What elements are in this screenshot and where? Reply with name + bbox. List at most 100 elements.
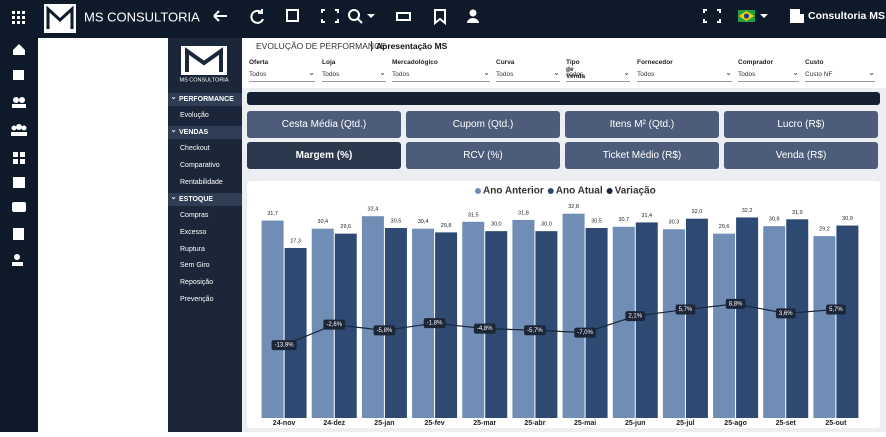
- nav-item[interactable]: Comparativo: [180, 161, 220, 169]
- nav-logo: MS CONSULTORIA: [180, 46, 229, 83]
- nav-item[interactable]: Rentabilidade: [180, 178, 223, 186]
- chevron: ⌄: [792, 68, 799, 77]
- page-title: EVOLUÇÃO DE PERFORMANCE: [256, 41, 386, 51]
- filter-dropdown[interactable]: Todos ⌄: [637, 68, 732, 82]
- help-user-icon[interactable]: [12, 254, 23, 266]
- filter-label: Fornecedor: [637, 59, 673, 66]
- video-icon[interactable]: [12, 202, 26, 212]
- library-icon[interactable]: [13, 228, 24, 240]
- line-value-label: 2,1%: [625, 311, 646, 322]
- nav-section[interactable]: ⌄ PERFORMANCE: [168, 93, 242, 106]
- user-help-icon[interactable]: [467, 9, 479, 24]
- calendar-icon[interactable]: [286, 9, 299, 22]
- refresh-icon[interactable]: [250, 9, 264, 24]
- line-value-box: [524, 325, 546, 336]
- nav-item[interactable]: Evolução: [180, 112, 209, 119]
- nav-section[interactable]: ⌄ ESTOQUE: [168, 193, 242, 206]
- nav-item[interactable]: Compras: [180, 212, 209, 219]
- filter-dropdown[interactable]: Todos ⌄: [738, 68, 799, 82]
- bar-value-label: 29,6: [340, 224, 351, 230]
- nav-section-title: PERFORMANCE: [179, 96, 234, 103]
- dashboard-icon[interactable]: [13, 152, 25, 164]
- chevron: ⌄: [623, 68, 630, 77]
- nav-section-title: VENDAS: [179, 129, 209, 136]
- line-value-label: 5,7%: [826, 304, 846, 315]
- filter-dropdown[interactable]: Todos ⌄: [392, 68, 490, 82]
- language-flag[interactable]: [738, 10, 768, 22]
- line-value-text: 5,7%: [679, 307, 693, 313]
- nav-item[interactable]: Ruptura: [180, 245, 205, 253]
- schedule-icon[interactable]: [13, 70, 24, 80]
- line-value-box: [775, 308, 796, 319]
- bar-value-label: 31,5: [468, 212, 479, 218]
- x-tick-label: 25-ago: [724, 420, 747, 427]
- line-value-text: -5,8%: [377, 328, 393, 334]
- filter-dropdown[interactable]: Todos ⌄: [249, 68, 315, 82]
- line-value-label: -1,8%: [423, 318, 446, 329]
- blank-panel: [38, 38, 168, 432]
- user-name[interactable]: Consultoria MS: [808, 10, 885, 22]
- main: EVOLUÇÃO DE PERFORMANCE Apresentação MS …: [242, 38, 886, 432]
- search-icon[interactable]: [348, 9, 360, 21]
- filter-dropdown[interactable]: Todos ⌄: [566, 68, 630, 82]
- line-value-text: 8,8%: [729, 301, 743, 307]
- line-value-label: -4,8%: [473, 323, 496, 334]
- metric-button[interactable]: Margem (%): [247, 142, 401, 169]
- line-value-label: -13,9%: [271, 340, 297, 351]
- bar: [813, 236, 836, 418]
- line-value-text: -4,8%: [477, 326, 493, 332]
- bar: [635, 222, 658, 418]
- nav-logo-text: MS CONSULTORIA: [180, 77, 229, 83]
- line-value-box: [625, 311, 646, 322]
- expand-icon[interactable]: [703, 9, 721, 23]
- metric-button[interactable]: RCV (%): [406, 142, 560, 169]
- report-icon[interactable]: [13, 177, 25, 188]
- apps-icon[interactable]: [12, 11, 25, 24]
- nav-item[interactable]: Excesso: [180, 228, 207, 236]
- line-value-box: [473, 323, 496, 334]
- nav-item[interactable]: Sem Giro: [180, 262, 210, 270]
- legend-marker: [606, 188, 613, 194]
- nav-item[interactable]: Prevenção: [180, 296, 214, 303]
- nav-item[interactable]: Checkout: [180, 145, 210, 152]
- metric-button[interactable]: Venda (R$): [724, 142, 878, 169]
- nav-item[interactable]: Reposição: [180, 279, 214, 287]
- x-tick-label: 24-nov: [273, 420, 296, 427]
- bar: [284, 247, 307, 418]
- filter-dropdown[interactable]: Todos ⌄: [496, 68, 560, 82]
- home-icon[interactable]: [13, 44, 25, 55]
- side-nav: MS CONSULTORIA ⌄ PERFORMANCE Evolução ⌄ VEND…: [168, 38, 242, 432]
- filter-label: Mercadológico: [392, 59, 438, 66]
- metric-button[interactable]: Lucro (R$): [724, 111, 878, 138]
- filter-dropdown[interactable]: Custo NF ⌄: [805, 68, 875, 82]
- x-tick-label: 24-dez: [323, 420, 345, 427]
- line-value-label: 3,6%: [775, 308, 796, 319]
- bar-value-label: 32,8: [568, 204, 579, 210]
- bookmark-icon[interactable]: [434, 9, 446, 26]
- bar: [512, 219, 535, 418]
- legend-label: Ano Atual: [556, 186, 603, 197]
- chart-panel: Ano Anterior Ano Atual Variação 24-nov 31,7 2…: [247, 181, 880, 428]
- people-icon[interactable]: [12, 97, 26, 108]
- filter-dropdown[interactable]: Todos ⌄: [322, 68, 386, 82]
- legend-label: Ano Anterior: [483, 186, 544, 197]
- chevron: ⌄: [170, 127, 177, 134]
- company-icon[interactable]: [790, 9, 804, 23]
- bar-value-label: 30,8: [769, 217, 780, 223]
- bar-value-label: 30,7: [618, 217, 629, 223]
- line-value-box: [271, 340, 297, 351]
- metric-button[interactable]: Cupom (Qtd.): [406, 111, 560, 138]
- bar: [736, 217, 759, 418]
- line-value-text: 2,1%: [628, 314, 642, 320]
- nav-section[interactable]: ⌄ VENDAS: [168, 126, 242, 139]
- fullscreen-icon[interactable]: [321, 9, 339, 23]
- metric-button[interactable]: Itens M² (Qtd.): [565, 111, 719, 138]
- groups-icon[interactable]: [11, 124, 27, 136]
- print-icon[interactable]: [396, 12, 411, 21]
- metric-button[interactable]: Cesta Média (Qtd.): [247, 111, 401, 138]
- line-value-box: [323, 319, 346, 330]
- line-value-text: 5,7%: [829, 307, 843, 313]
- back-icon[interactable]: [213, 10, 227, 22]
- metric-button[interactable]: Ticket Médio (R$): [565, 142, 719, 169]
- bar: [786, 219, 809, 418]
